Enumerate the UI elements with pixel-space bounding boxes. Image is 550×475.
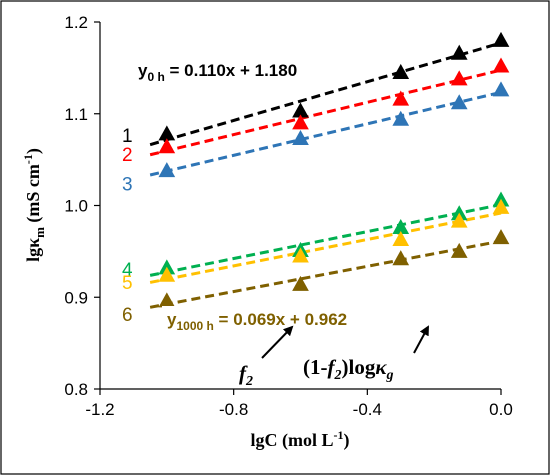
y-tick-label: 0.9 <box>64 288 88 307</box>
y-tick-label: 0.8 <box>64 380 88 399</box>
series-label-3: 3 <box>122 175 133 196</box>
series-label-6: 6 <box>122 305 133 326</box>
annotation-1-f2-logkg: (1-f2)logκg <box>303 355 393 383</box>
series-label-5: 5 <box>122 273 133 294</box>
y-tick-label: 1.0 <box>64 197 88 216</box>
x-tick-label: -1.2 <box>85 400 114 419</box>
x-tick-label: -0.8 <box>219 400 248 419</box>
y-tick-label: 1.1 <box>64 105 88 124</box>
x-tick-label: -0.4 <box>353 400 382 419</box>
series-label-2: 2 <box>122 145 133 166</box>
y-tick-label: 1.2 <box>64 13 88 32</box>
x-tick-label: 0.0 <box>489 400 513 419</box>
